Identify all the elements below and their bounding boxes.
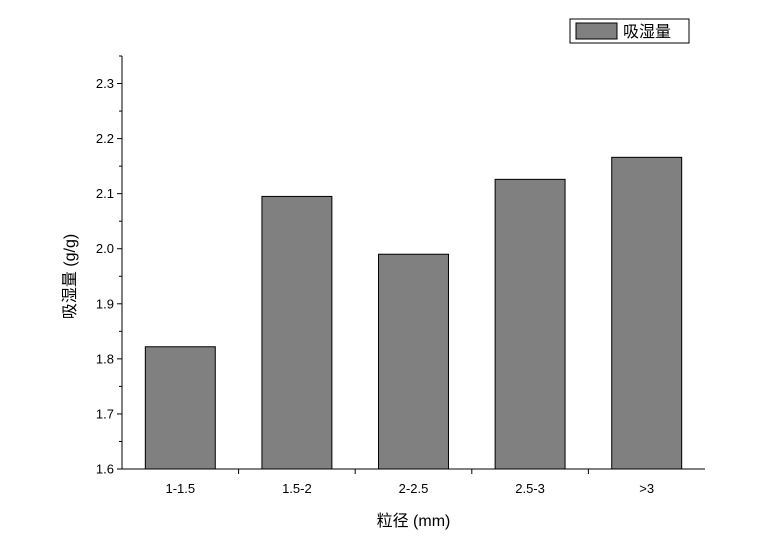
bar-1-1.5 bbox=[144, 346, 216, 470]
y-tick-label: 1.9 bbox=[96, 296, 114, 311]
y-axis-title: 吸湿量 (g/g) bbox=[61, 234, 79, 319]
bar-2.5-3 bbox=[494, 178, 566, 470]
y-tick-label: 2.1 bbox=[96, 186, 114, 201]
legend: 吸湿量 bbox=[569, 18, 690, 44]
y-tick-label: 2.2 bbox=[96, 131, 114, 146]
bar->3 bbox=[611, 156, 683, 470]
x-axis-title: 粒径 (mm) bbox=[377, 512, 451, 530]
x-axis-ticks: 1-1.5 1.5-2 2-2.5 2.5-3 >3 bbox=[165, 469, 654, 496]
bar-1.5-2 bbox=[261, 195, 333, 470]
y-tick-label: 2.0 bbox=[96, 241, 114, 256]
x-tick-label: 2.5-3 bbox=[515, 481, 545, 496]
y-tick-label: 2.3 bbox=[96, 76, 114, 91]
bar-2-2.5 bbox=[378, 253, 449, 470]
y-axis-ticks: 1.6 1.7 1.8 1.9 2.0 2.1 2.2 2.3 bbox=[96, 55, 122, 477]
y-tick-label: 1.6 bbox=[96, 462, 114, 477]
legend-swatch bbox=[575, 22, 618, 40]
x-tick-label: 1.5-2 bbox=[282, 481, 312, 496]
x-tick-label: 2-2.5 bbox=[399, 481, 429, 496]
legend-label: 吸湿量 bbox=[623, 23, 671, 41]
y-tick-label: 1.7 bbox=[96, 406, 114, 421]
bars bbox=[144, 156, 683, 470]
x-tick-label: 1-1.5 bbox=[165, 481, 195, 496]
y-tick-label: 1.8 bbox=[96, 351, 114, 366]
x-tick-label: >3 bbox=[639, 481, 654, 496]
